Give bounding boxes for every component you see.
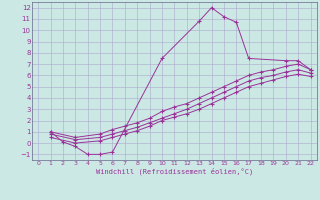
X-axis label: Windchill (Refroidissement éolien,°C): Windchill (Refroidissement éolien,°C) (96, 168, 253, 175)
